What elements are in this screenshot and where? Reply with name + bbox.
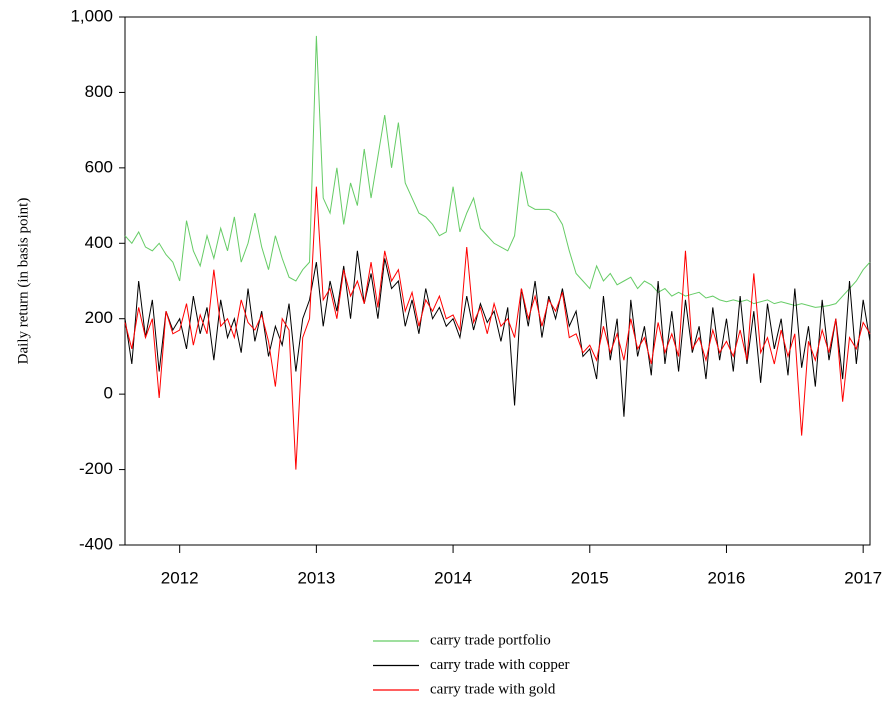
- legend-label: carry trade with copper: [430, 657, 570, 673]
- x-tick-label: 2014: [434, 568, 472, 587]
- x-tick-label: 2017: [844, 568, 882, 587]
- legend-label: carry trade with gold: [430, 681, 556, 697]
- series-line: [124, 186, 871, 470]
- plot-frame: [124, 16, 871, 546]
- y-tick-label: 1,000: [70, 6, 113, 25]
- x-tick-label: 2015: [571, 568, 609, 587]
- series-line: [124, 35, 871, 308]
- y-tick-label: 400: [85, 233, 113, 252]
- x-tick-label: 2012: [161, 568, 199, 587]
- y-tick-label: -400: [79, 534, 113, 553]
- x-tick-label: 2013: [297, 568, 335, 587]
- y-tick-label: 800: [85, 82, 113, 101]
- y-tick-label: 200: [85, 308, 113, 327]
- series-line: [124, 250, 871, 417]
- y-tick-label: -200: [79, 459, 113, 478]
- y-axis-label: Daily return (in basis point): [15, 198, 31, 365]
- y-tick-label: 0: [104, 384, 113, 403]
- x-tick-label: 2016: [708, 568, 746, 587]
- legend-label: carry trade portfolio: [430, 632, 551, 648]
- y-tick-label: 600: [85, 157, 113, 176]
